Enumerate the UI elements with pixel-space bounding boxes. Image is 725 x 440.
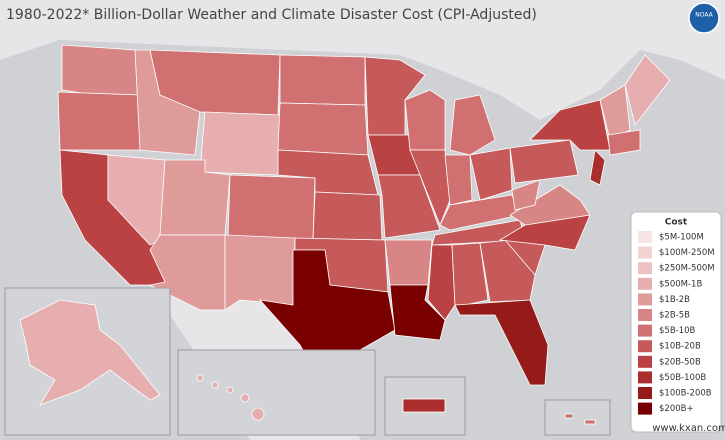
- legend-label: $250M-500M: [659, 264, 715, 274]
- hawaii-inset: [177, 349, 376, 436]
- state: [444, 154, 473, 206]
- state: [279, 54, 366, 106]
- state: [224, 234, 296, 311]
- state: [607, 129, 641, 156]
- legend-box: [630, 211, 722, 433]
- state: [251, 407, 265, 421]
- state: [199, 111, 281, 176]
- state: [624, 54, 671, 126]
- legend-swatch: [638, 340, 652, 353]
- state: [564, 413, 574, 419]
- legend-label: $200B+: [659, 404, 694, 414]
- legend-swatch: [638, 324, 652, 337]
- legend-swatch: [638, 371, 652, 384]
- state: [589, 149, 606, 186]
- state: [404, 89, 446, 151]
- legend-swatch: [638, 355, 652, 368]
- legend-title: Cost: [665, 218, 688, 228]
- state: [409, 149, 451, 227]
- legend-label: $100M-250M: [659, 248, 715, 258]
- state: [449, 94, 496, 156]
- map-title: 1980-2022* Billion-Dollar Weather and Cl…: [6, 7, 537, 23]
- legend-label: $50B-100B: [659, 373, 706, 383]
- state: [227, 174, 316, 241]
- legend-label: $2B-5B: [659, 311, 690, 321]
- state: [240, 393, 250, 403]
- state: [451, 242, 489, 306]
- legend-swatch: [638, 309, 652, 321]
- state: [277, 102, 369, 156]
- virgin-islands-inset: [544, 399, 611, 436]
- pacific: [0, 40, 130, 300]
- canada: [0, 0, 725, 120]
- state: [312, 191, 383, 241]
- legend-swatch: [638, 387, 652, 399]
- state: [384, 239, 433, 286]
- state: [511, 179, 541, 211]
- legend-label: $1B-2B: [659, 295, 690, 305]
- state: [454, 299, 549, 386]
- legend-swatch: [638, 402, 652, 415]
- legend-swatch: [638, 277, 652, 290]
- legend-label: $5M-100M: [659, 233, 704, 243]
- logo-text: NOAA: [695, 12, 713, 19]
- states: [57, 44, 671, 396]
- state: [402, 398, 446, 413]
- hawaii: [196, 374, 265, 421]
- state: [57, 91, 141, 151]
- state: [19, 299, 161, 406]
- state: [196, 374, 204, 382]
- legend: Cost $5M-100M $100M-250M $250M-500M $500M-1…: [630, 211, 722, 433]
- state: [599, 84, 631, 141]
- logo: [688, 2, 720, 34]
- state: [509, 139, 579, 184]
- legend-swatch: [638, 262, 652, 275]
- state: [439, 194, 521, 231]
- legend-label: $20B-50B: [659, 357, 701, 367]
- legend-label: $10B-20B: [659, 342, 701, 352]
- state: [498, 214, 591, 251]
- state: [509, 184, 591, 226]
- state: [211, 381, 219, 389]
- state: [377, 174, 441, 239]
- state: [427, 244, 456, 321]
- watermark: www.kxan.com: [652, 423, 725, 434]
- state: [61, 44, 141, 96]
- legend-label: $5B-10B: [659, 326, 696, 336]
- legend-swatch: [638, 246, 652, 259]
- state: [584, 419, 596, 425]
- legend-label: $500M-1B: [659, 279, 702, 289]
- legend-swatch: [638, 231, 652, 243]
- legend-swatch: [638, 293, 652, 306]
- legend-label: $100B-200B: [659, 389, 712, 399]
- state: [226, 386, 234, 394]
